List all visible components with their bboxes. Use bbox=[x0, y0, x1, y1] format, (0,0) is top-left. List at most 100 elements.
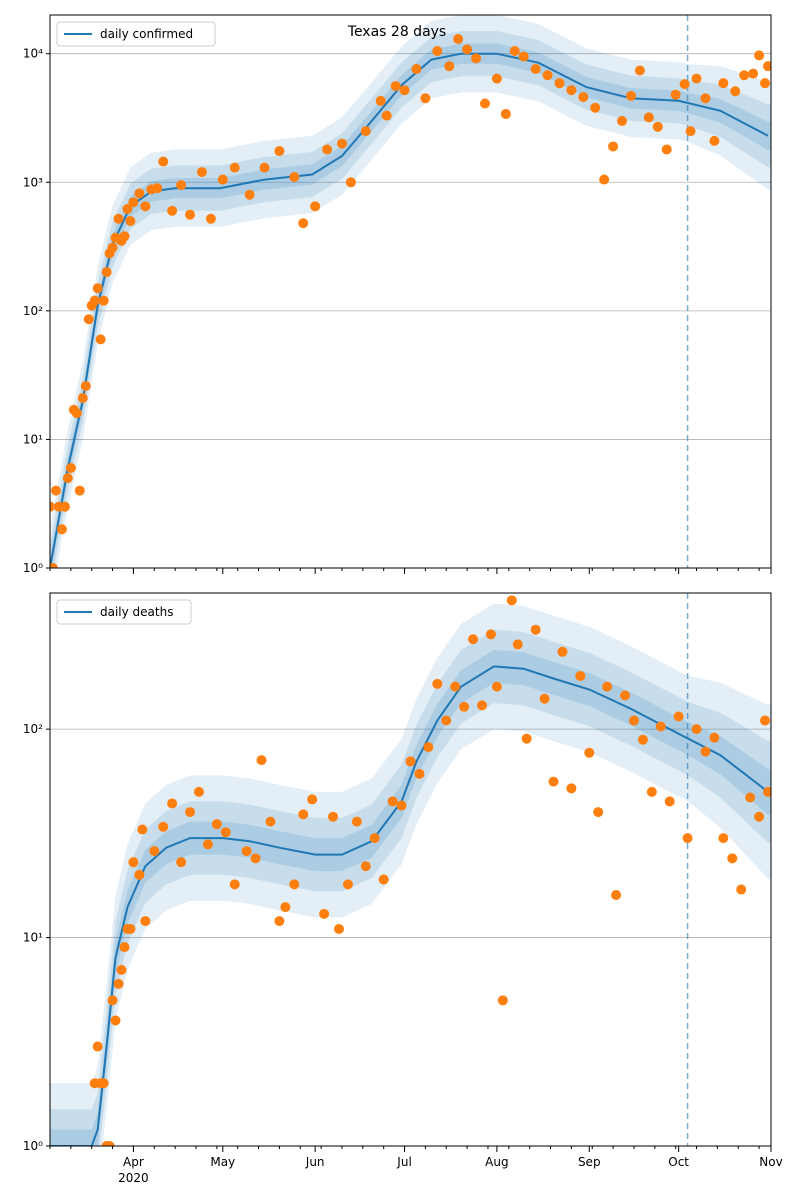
legend-label: daily confirmed bbox=[100, 27, 193, 41]
data-point bbox=[760, 78, 771, 89]
data-point bbox=[485, 629, 496, 640]
plot-area bbox=[50, 593, 771, 1146]
data-point bbox=[259, 162, 270, 173]
data-point bbox=[387, 796, 398, 807]
data-point bbox=[220, 827, 231, 838]
data-point bbox=[176, 180, 187, 191]
data-point bbox=[280, 902, 291, 913]
data-point bbox=[628, 715, 639, 726]
data-point bbox=[611, 890, 622, 901]
confirmed-panel: 10⁰ 10¹ 10² 10³ 10⁴ daily confirmed bbox=[23, 14, 772, 575]
data-point bbox=[718, 78, 729, 89]
data-point bbox=[584, 747, 595, 758]
data-point bbox=[617, 115, 628, 126]
data-point bbox=[509, 45, 520, 56]
data-point bbox=[322, 144, 333, 155]
chart-title: Texas 28 days bbox=[347, 24, 446, 40]
data-point bbox=[289, 879, 300, 890]
axes-frame bbox=[49, 14, 772, 569]
data-point bbox=[62, 473, 73, 484]
data-point bbox=[89, 295, 100, 306]
data-point bbox=[229, 879, 240, 890]
data-point bbox=[491, 73, 502, 84]
data-point bbox=[745, 792, 756, 803]
data-point bbox=[685, 126, 696, 137]
data-point bbox=[390, 81, 401, 92]
data-point bbox=[730, 86, 741, 97]
y-tick-label: 10² bbox=[23, 304, 43, 318]
data-point bbox=[369, 833, 380, 844]
data-point bbox=[381, 110, 392, 121]
data-point bbox=[423, 742, 434, 753]
data-point bbox=[673, 711, 684, 722]
data-point bbox=[542, 70, 553, 81]
data-point bbox=[92, 1041, 103, 1052]
data-point bbox=[643, 112, 654, 123]
data-point bbox=[441, 715, 452, 726]
data-point bbox=[491, 681, 502, 692]
x-tick-label: Sep bbox=[578, 1155, 601, 1169]
data-point bbox=[477, 700, 488, 711]
data-point bbox=[298, 218, 309, 229]
legend-label: daily deaths bbox=[100, 605, 173, 619]
data-point bbox=[634, 65, 645, 76]
x-tick-label: Aug bbox=[485, 1155, 508, 1169]
series-line bbox=[50, 52, 769, 568]
data-point bbox=[101, 267, 112, 278]
axes-frame bbox=[49, 592, 772, 1147]
data-point bbox=[739, 70, 750, 81]
data-point bbox=[65, 462, 76, 473]
data-point bbox=[548, 776, 559, 787]
legend-box bbox=[56, 599, 192, 625]
data-point bbox=[763, 786, 771, 797]
data-point bbox=[360, 861, 371, 872]
y-tick-label: 10⁰ bbox=[23, 1139, 43, 1153]
data-point bbox=[620, 690, 631, 701]
data-point bbox=[152, 183, 163, 194]
data-point bbox=[107, 995, 118, 1006]
data-point bbox=[319, 908, 330, 919]
data-point bbox=[98, 295, 109, 306]
data-point bbox=[241, 846, 252, 857]
legend: daily deaths bbox=[56, 599, 192, 625]
data-point bbox=[250, 853, 261, 864]
data-point bbox=[652, 121, 663, 132]
x-tick-label: Nov bbox=[759, 1155, 782, 1169]
data-point bbox=[56, 524, 67, 535]
uncertainty-band bbox=[50, 603, 771, 1146]
data-point bbox=[211, 819, 222, 830]
data-point bbox=[608, 141, 619, 152]
data-point bbox=[328, 811, 339, 822]
uncertainty-band bbox=[50, 43, 771, 568]
x-tick-label: 2020 bbox=[118, 1171, 149, 1185]
data-point bbox=[98, 1078, 109, 1089]
data-point bbox=[265, 816, 276, 827]
data-point bbox=[754, 811, 765, 822]
data-point bbox=[119, 942, 130, 953]
data-point bbox=[530, 64, 541, 75]
data-point bbox=[646, 786, 657, 797]
data-point bbox=[95, 334, 106, 345]
data-point bbox=[664, 796, 675, 807]
data-point bbox=[679, 79, 690, 90]
data-point bbox=[185, 807, 196, 818]
data-point bbox=[405, 756, 416, 767]
data-point bbox=[107, 242, 118, 253]
data-point bbox=[539, 693, 550, 704]
plot-area bbox=[50, 15, 771, 568]
data-point bbox=[360, 126, 371, 137]
data-point bbox=[709, 135, 720, 146]
data-point bbox=[578, 92, 589, 103]
data-point bbox=[125, 215, 136, 226]
y-tick-label: 10³ bbox=[23, 175, 43, 189]
data-point bbox=[310, 201, 321, 212]
data-point bbox=[479, 98, 490, 109]
x-tick-label: Oct bbox=[668, 1155, 689, 1169]
data-point bbox=[80, 381, 91, 392]
data-point bbox=[83, 314, 94, 325]
data-point bbox=[167, 205, 178, 216]
data-point bbox=[691, 724, 702, 735]
data-point bbox=[134, 869, 145, 880]
x-tick-label: May bbox=[210, 1155, 235, 1169]
x-tick-label: Jul bbox=[396, 1155, 411, 1169]
